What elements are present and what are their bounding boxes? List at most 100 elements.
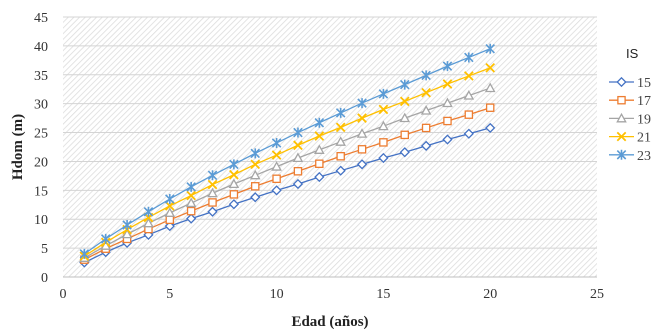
data-point-23: [442, 61, 453, 72]
x-axis-label: Edad (años): [291, 314, 368, 330]
data-point-21: [207, 179, 218, 190]
legend-marker-17: [617, 95, 626, 105]
data-point-21: [186, 190, 196, 201]
data-point-17: [421, 123, 431, 133]
data-point-15: [399, 147, 410, 158]
data-point-23: [122, 220, 132, 230]
x-tick-label: 5: [166, 287, 173, 302]
legend-marker-23: [616, 149, 627, 160]
data-point-15: [463, 128, 474, 139]
legend-label: 19: [637, 112, 651, 127]
data-point-17: [315, 159, 324, 169]
data-point-23: [186, 181, 196, 192]
data-point-23: [250, 148, 261, 159]
data-point-23: [271, 137, 282, 148]
y-tick-label: 10: [34, 213, 48, 228]
data-point-23: [399, 79, 410, 90]
x-tick-label: 25: [590, 287, 604, 302]
data-point-17: [208, 198, 217, 207]
data-point-23: [464, 52, 474, 63]
data-point-23: [143, 206, 154, 217]
data-point-17: [485, 103, 495, 112]
data-point-17: [336, 151, 345, 161]
data-point-21: [421, 87, 431, 98]
x-tick-label: 0: [60, 287, 67, 302]
y-tick-label: 15: [34, 184, 48, 199]
y-tick-label: 45: [34, 11, 48, 26]
data-point-17: [293, 167, 303, 176]
data-point-21: [314, 131, 325, 141]
data-point-15: [485, 122, 496, 134]
data-point-21: [271, 150, 282, 160]
data-point-15: [271, 185, 282, 196]
data-point-21: [164, 201, 175, 211]
legend-marker-21: [616, 131, 627, 142]
data-point-17: [186, 206, 196, 216]
y-tick-label: 35: [34, 69, 48, 84]
data-point-19: [207, 187, 218, 198]
legend-label: 17: [637, 94, 651, 109]
data-point-19: [399, 112, 411, 123]
data-point-23: [79, 248, 90, 259]
data-point-19: [314, 144, 325, 154]
data-point-15: [335, 165, 346, 176]
data-point-15: [356, 159, 368, 170]
legend-item-17: 17: [609, 94, 651, 109]
legend-label: 23: [637, 149, 651, 164]
data-point-21: [378, 104, 389, 115]
data-point-21: [399, 96, 410, 107]
data-point-21: [485, 63, 496, 73]
data-point-17: [400, 130, 410, 140]
data-point-15: [314, 171, 325, 183]
legend-title: IS: [626, 46, 639, 61]
series-group: [79, 43, 496, 268]
legend-item-15: 15: [609, 76, 651, 91]
series-line-23: [83, 48, 491, 255]
legend-item-23: 23: [609, 149, 651, 164]
data-point-23: [229, 159, 239, 170]
data-point-21: [464, 71, 474, 81]
data-point-17: [464, 110, 474, 119]
data-point-19: [271, 161, 282, 171]
data-point-23: [335, 107, 346, 118]
x-tick-label: 10: [270, 287, 284, 302]
data-point-17: [250, 182, 260, 191]
series-23: [79, 43, 495, 259]
data-point-23: [378, 88, 389, 99]
tick-labels: 0 5 10 15 20 25 0 5 10 15 20 25 30 35 40 45: [34, 11, 604, 302]
data-point-17: [357, 145, 367, 154]
data-point-15: [186, 213, 197, 224]
data-point-15: [421, 140, 432, 151]
legend-marker-15: [616, 76, 627, 88]
data-point-15: [164, 221, 175, 232]
data-point-23: [357, 98, 367, 109]
legend-item-19: 19: [609, 112, 651, 127]
x-tick-label: 15: [376, 287, 390, 302]
data-point-15: [250, 192, 261, 203]
legend-marker-19: [616, 112, 627, 123]
data-point-23: [165, 194, 175, 204]
series-17: [80, 103, 495, 264]
data-point-19: [249, 169, 261, 180]
data-point-19: [185, 197, 197, 208]
data-point-21: [442, 79, 453, 89]
data-point-19: [463, 90, 475, 100]
y-tick-label: 25: [34, 127, 48, 142]
data-point-21: [229, 169, 239, 180]
data-point-21: [357, 113, 367, 123]
y-tick-label: 20: [34, 155, 48, 170]
data-point-23: [314, 117, 325, 128]
data-point-19: [420, 105, 432, 115]
legend: IS 15 17 19 21 23: [609, 46, 651, 164]
data-point-23: [100, 233, 111, 244]
data-point-17: [272, 174, 281, 184]
data-point-19: [442, 97, 453, 108]
data-point-23: [421, 70, 431, 81]
data-point-19: [143, 217, 154, 228]
data-point-23: [485, 43, 495, 54]
y-axis-label: Hdom (m): [10, 114, 26, 180]
y-tick-label: 0: [41, 271, 48, 286]
data-point-21: [293, 140, 303, 151]
data-point-19: [356, 128, 368, 138]
